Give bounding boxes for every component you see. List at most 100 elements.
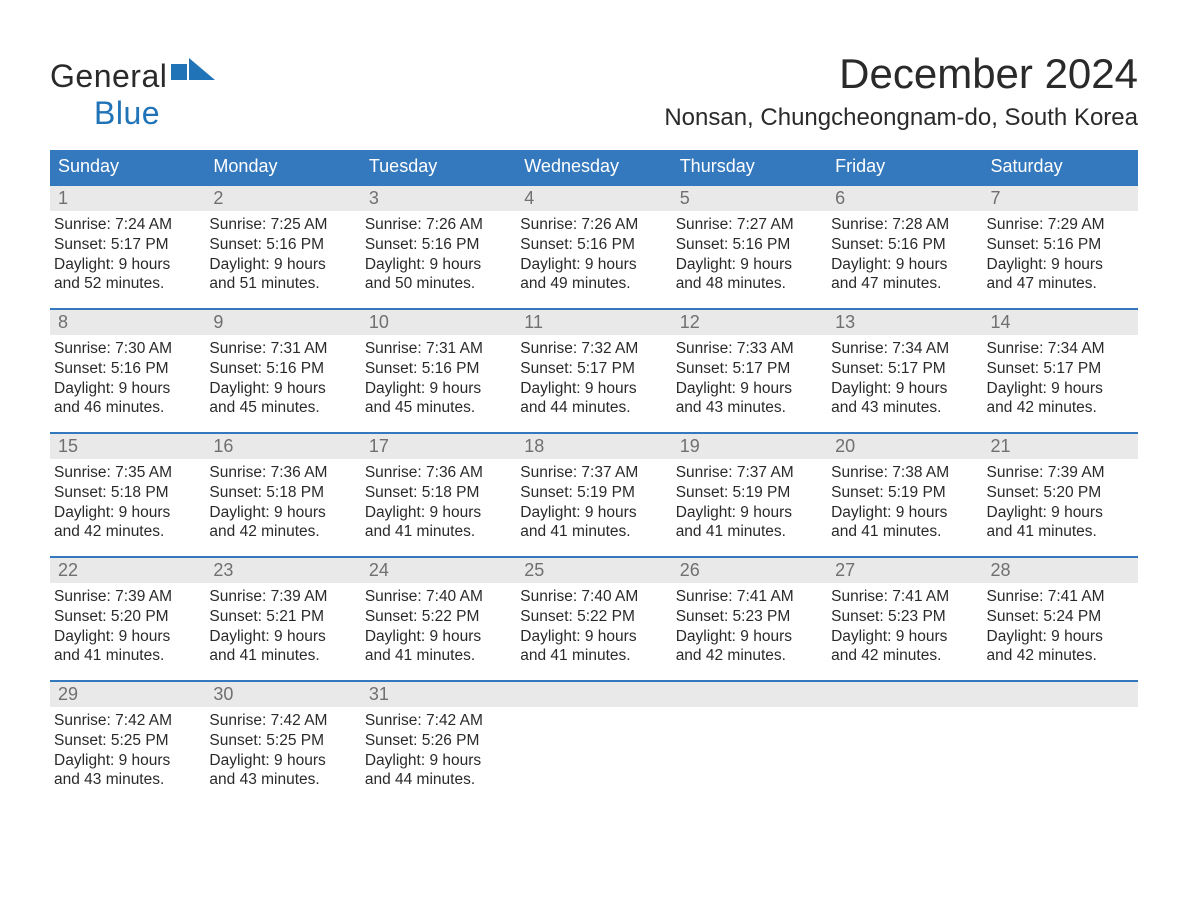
daylight-line: Daylight: 9 hours — [209, 379, 356, 399]
day-number: 11 — [516, 310, 671, 335]
day-cell: 13Sunrise: 7:34 AMSunset: 5:17 PMDayligh… — [827, 310, 982, 432]
daylight-line: Daylight: 9 hours — [987, 503, 1134, 523]
day-details: Sunrise: 7:41 AMSunset: 5:24 PMDaylight:… — [983, 583, 1138, 672]
daylight-line: and 52 minutes. — [54, 274, 201, 294]
day-details: Sunrise: 7:29 AMSunset: 5:16 PMDaylight:… — [983, 211, 1138, 300]
sunset-line: Sunset: 5:17 PM — [520, 359, 667, 379]
dow-cell: Monday — [205, 150, 360, 184]
daylight-line: Daylight: 9 hours — [831, 379, 978, 399]
daylight-line: Daylight: 9 hours — [676, 379, 823, 399]
daylight-line: Daylight: 9 hours — [676, 255, 823, 275]
dow-cell: Wednesday — [516, 150, 671, 184]
daylight-line: Daylight: 9 hours — [831, 255, 978, 275]
day-cell: 18Sunrise: 7:37 AMSunset: 5:19 PMDayligh… — [516, 434, 671, 556]
daylight-line: Daylight: 9 hours — [520, 255, 667, 275]
day-details: Sunrise: 7:26 AMSunset: 5:16 PMDaylight:… — [516, 211, 671, 300]
sunset-line: Sunset: 5:16 PM — [520, 235, 667, 255]
day-number: 13 — [827, 310, 982, 335]
day-cell: 21Sunrise: 7:39 AMSunset: 5:20 PMDayligh… — [983, 434, 1138, 556]
sunrise-line: Sunrise: 7:39 AM — [209, 587, 356, 607]
day-cell: 26Sunrise: 7:41 AMSunset: 5:23 PMDayligh… — [672, 558, 827, 680]
week-row: 29Sunrise: 7:42 AMSunset: 5:25 PMDayligh… — [50, 680, 1138, 804]
day-number: 19 — [672, 434, 827, 459]
day-number: 4 — [516, 186, 671, 211]
daylight-line: and 50 minutes. — [365, 274, 512, 294]
daylight-line: and 43 minutes. — [54, 770, 201, 790]
day-number: 30 — [205, 682, 360, 707]
sunset-line: Sunset: 5:19 PM — [831, 483, 978, 503]
day-cell: 3Sunrise: 7:26 AMSunset: 5:16 PMDaylight… — [361, 186, 516, 308]
day-cell: 8Sunrise: 7:30 AMSunset: 5:16 PMDaylight… — [50, 310, 205, 432]
day-details: Sunrise: 7:30 AMSunset: 5:16 PMDaylight:… — [50, 335, 205, 424]
daylight-line: and 41 minutes. — [209, 646, 356, 666]
day-number-band — [516, 682, 671, 707]
day-number: 28 — [983, 558, 1138, 583]
day-details: Sunrise: 7:42 AMSunset: 5:26 PMDaylight:… — [361, 707, 516, 796]
sunrise-line: Sunrise: 7:30 AM — [54, 339, 201, 359]
week-row: 22Sunrise: 7:39 AMSunset: 5:20 PMDayligh… — [50, 556, 1138, 680]
sunset-line: Sunset: 5:17 PM — [54, 235, 201, 255]
day-number: 17 — [361, 434, 516, 459]
daylight-line: and 47 minutes. — [831, 274, 978, 294]
day-number: 9 — [205, 310, 360, 335]
daylight-line: Daylight: 9 hours — [987, 255, 1134, 275]
sunrise-line: Sunrise: 7:27 AM — [676, 215, 823, 235]
day-details: Sunrise: 7:36 AMSunset: 5:18 PMDaylight:… — [205, 459, 360, 548]
daylight-line: Daylight: 9 hours — [520, 379, 667, 399]
day-details: Sunrise: 7:39 AMSunset: 5:20 PMDaylight:… — [50, 583, 205, 672]
day-number: 8 — [50, 310, 205, 335]
day-details: Sunrise: 7:31 AMSunset: 5:16 PMDaylight:… — [361, 335, 516, 424]
sunrise-line: Sunrise: 7:29 AM — [987, 215, 1134, 235]
day-details: Sunrise: 7:40 AMSunset: 5:22 PMDaylight:… — [516, 583, 671, 672]
daylight-line: Daylight: 9 hours — [365, 627, 512, 647]
daylight-line: Daylight: 9 hours — [365, 503, 512, 523]
daylight-line: and 45 minutes. — [209, 398, 356, 418]
dow-cell: Thursday — [672, 150, 827, 184]
day-number-band — [827, 682, 982, 707]
sunset-line: Sunset: 5:19 PM — [676, 483, 823, 503]
day-details: Sunrise: 7:32 AMSunset: 5:17 PMDaylight:… — [516, 335, 671, 424]
day-details: Sunrise: 7:25 AMSunset: 5:16 PMDaylight:… — [205, 211, 360, 300]
sunset-line: Sunset: 5:23 PM — [831, 607, 978, 627]
sunset-line: Sunset: 5:21 PM — [209, 607, 356, 627]
sunset-line: Sunset: 5:18 PM — [209, 483, 356, 503]
day-cell: 22Sunrise: 7:39 AMSunset: 5:20 PMDayligh… — [50, 558, 205, 680]
day-number: 2 — [205, 186, 360, 211]
dow-cell: Sunday — [50, 150, 205, 184]
sunset-line: Sunset: 5:16 PM — [365, 235, 512, 255]
sunrise-line: Sunrise: 7:32 AM — [520, 339, 667, 359]
day-cell: 9Sunrise: 7:31 AMSunset: 5:16 PMDaylight… — [205, 310, 360, 432]
daylight-line: and 46 minutes. — [54, 398, 201, 418]
day-cell: 12Sunrise: 7:33 AMSunset: 5:17 PMDayligh… — [672, 310, 827, 432]
day-cell: 20Sunrise: 7:38 AMSunset: 5:19 PMDayligh… — [827, 434, 982, 556]
daylight-line: and 49 minutes. — [520, 274, 667, 294]
day-details: Sunrise: 7:34 AMSunset: 5:17 PMDaylight:… — [827, 335, 982, 424]
day-number-band — [672, 682, 827, 707]
flag-icon — [171, 58, 215, 85]
daylight-line: and 41 minutes. — [676, 522, 823, 542]
daylight-line: Daylight: 9 hours — [520, 503, 667, 523]
dow-cell: Saturday — [983, 150, 1138, 184]
sunset-line: Sunset: 5:20 PM — [54, 607, 201, 627]
day-number: 18 — [516, 434, 671, 459]
day-cell: 14Sunrise: 7:34 AMSunset: 5:17 PMDayligh… — [983, 310, 1138, 432]
daylight-line: and 41 minutes. — [365, 522, 512, 542]
day-details: Sunrise: 7:27 AMSunset: 5:16 PMDaylight:… — [672, 211, 827, 300]
day-cell: 6Sunrise: 7:28 AMSunset: 5:16 PMDaylight… — [827, 186, 982, 308]
dow-header-row: Sunday Monday Tuesday Wednesday Thursday… — [50, 150, 1138, 184]
day-number: 21 — [983, 434, 1138, 459]
day-cell: 25Sunrise: 7:40 AMSunset: 5:22 PMDayligh… — [516, 558, 671, 680]
daylight-line: and 48 minutes. — [676, 274, 823, 294]
day-cell: 1Sunrise: 7:24 AMSunset: 5:17 PMDaylight… — [50, 186, 205, 308]
day-number: 7 — [983, 186, 1138, 211]
sunset-line: Sunset: 5:25 PM — [54, 731, 201, 751]
sunrise-line: Sunrise: 7:39 AM — [987, 463, 1134, 483]
sunrise-line: Sunrise: 7:28 AM — [831, 215, 978, 235]
dow-cell: Friday — [827, 150, 982, 184]
day-cell: 30Sunrise: 7:42 AMSunset: 5:25 PMDayligh… — [205, 682, 360, 804]
daylight-line: and 42 minutes. — [831, 646, 978, 666]
day-number: 6 — [827, 186, 982, 211]
daylight-line: Daylight: 9 hours — [676, 503, 823, 523]
daylight-line: and 41 minutes. — [831, 522, 978, 542]
day-number: 26 — [672, 558, 827, 583]
